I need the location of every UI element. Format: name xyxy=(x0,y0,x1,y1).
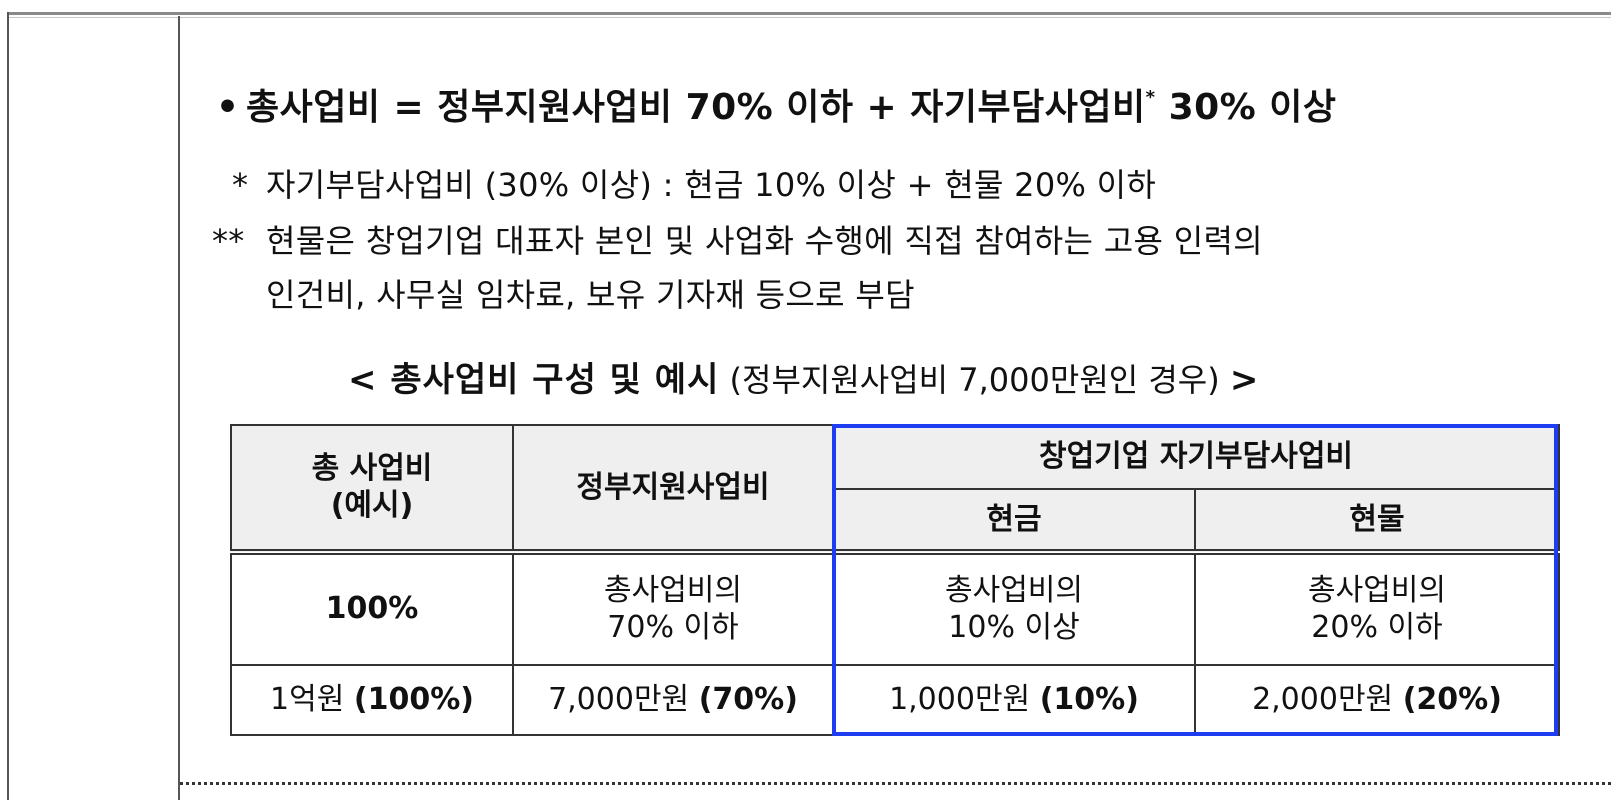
note-2-continued: 인건비, 사무실 임차료, 보유 기자재 등으로 부담 xyxy=(266,270,915,316)
dotted-divider xyxy=(180,782,1611,785)
header-total-line2: (예시) xyxy=(232,487,512,525)
cell-gov-ratio: 총사업비의 70% 이하 xyxy=(513,552,833,665)
cell-cash-pct: (10%) xyxy=(1040,682,1139,717)
cell-gov-ratio-l1: 총사업비의 xyxy=(514,572,832,610)
cell-total-amt: 1억원 xyxy=(270,682,344,717)
cell-cash-ratio-l1: 총사업비의 xyxy=(834,572,1194,610)
cell-gov-amt: 7,000만원 xyxy=(548,682,689,717)
cell-gov-pct: (70%) xyxy=(699,682,798,717)
formula-text-tail: 30% 이상 xyxy=(1156,87,1337,128)
top-border-inner xyxy=(7,17,1611,18)
note-1-text: 자기부담사업비 (30% 이상) : 현금 10% 이상 + 현물 20% 이하 xyxy=(266,166,1156,204)
cost-formula: • 총사업비 = 정부지원사업비 70% 이하 + 자기부담사업비* 30% 이상 xyxy=(216,78,1337,130)
note-2-text-cont: 인건비, 사무실 임차료, 보유 기자재 등으로 부담 xyxy=(266,276,915,314)
cell-inkind-amt: 2,000만원 xyxy=(1252,682,1393,717)
bullet-icon: • xyxy=(216,87,246,128)
cell-inkind-ratio-l1: 총사업비의 xyxy=(1196,572,1558,610)
top-border xyxy=(7,12,1611,15)
note-1: * 자기부담사업비 (30% 이상) : 현금 10% 이상 + 현물 20% 이… xyxy=(232,160,1156,206)
cell-inkind-amount: 2,000만원 (20%) xyxy=(1195,665,1559,735)
cell-inkind-pct: (20%) xyxy=(1403,682,1502,717)
table-row: 100% 총사업비의 70% 이하 총사업비의 10% 이상 총사업비의 20%… xyxy=(231,552,1559,665)
formula-footnote-mark: * xyxy=(1146,87,1156,108)
header-total-line1: 총 사업비 xyxy=(232,450,512,488)
cell-cash-amt: 1,000만원 xyxy=(889,682,1030,717)
cell-inkind-ratio-l2: 20% 이하 xyxy=(1196,609,1558,647)
cell-cash-ratio-l2: 10% 이상 xyxy=(834,609,1194,647)
note-2: ** 현물은 창업기업 대표자 본인 및 사업화 수행에 직접 참여하는 고용 인… xyxy=(212,216,1263,262)
table-caption: < 총사업비 구성 및 예시 (정부지원사업비 7,000만원인 경우) > xyxy=(348,352,1259,401)
left-border xyxy=(7,12,9,800)
cell-gov-amount: 7,000만원 (70%) xyxy=(513,665,833,735)
cell-total-amount: 1억원 (100%) xyxy=(231,665,513,735)
cell-gov-ratio-l2: 70% 이하 xyxy=(514,609,832,647)
cell-cash-amount: 1,000만원 (10%) xyxy=(833,665,1195,735)
header-inkind: 현물 xyxy=(1195,489,1559,551)
caption-close: > xyxy=(1230,360,1260,400)
caption-title: 총사업비 구성 및 예시 xyxy=(390,360,719,400)
note-2-text: 현물은 창업기업 대표자 본인 및 사업화 수행에 직접 참여하는 고용 인력의 xyxy=(266,222,1263,260)
header-gov: 정부지원사업비 xyxy=(513,425,833,552)
caption-open: < xyxy=(348,360,390,400)
cell-total-pct: (100%) xyxy=(354,682,474,717)
cell-total-ratio: 100% xyxy=(231,552,513,665)
note-1-mark: * xyxy=(232,166,266,204)
cost-table: 총 사업비 (예시) 정부지원사업비 창업기업 자기부담사업비 현금 현물 10… xyxy=(230,424,1560,736)
note-2-mark: ** xyxy=(212,222,266,260)
column-divider xyxy=(178,16,180,800)
cell-cash-ratio: 총사업비의 10% 이상 xyxy=(833,552,1195,665)
cell-inkind-ratio: 총사업비의 20% 이하 xyxy=(1195,552,1559,665)
formula-text: 총사업비 = 정부지원사업비 70% 이하 + 자기부담사업비 xyxy=(246,87,1146,128)
table-row: 1억원 (100%) 7,000만원 (70%) 1,000만원 (10%) 2… xyxy=(231,665,1559,735)
header-cash: 현금 xyxy=(833,489,1195,551)
caption-subtitle: (정부지원사업비 7,000만원인 경우) xyxy=(719,361,1230,399)
header-total: 총 사업비 (예시) xyxy=(231,425,513,552)
table-header-row: 총 사업비 (예시) 정부지원사업비 창업기업 자기부담사업비 xyxy=(231,425,1559,489)
header-self: 창업기업 자기부담사업비 xyxy=(833,425,1559,489)
